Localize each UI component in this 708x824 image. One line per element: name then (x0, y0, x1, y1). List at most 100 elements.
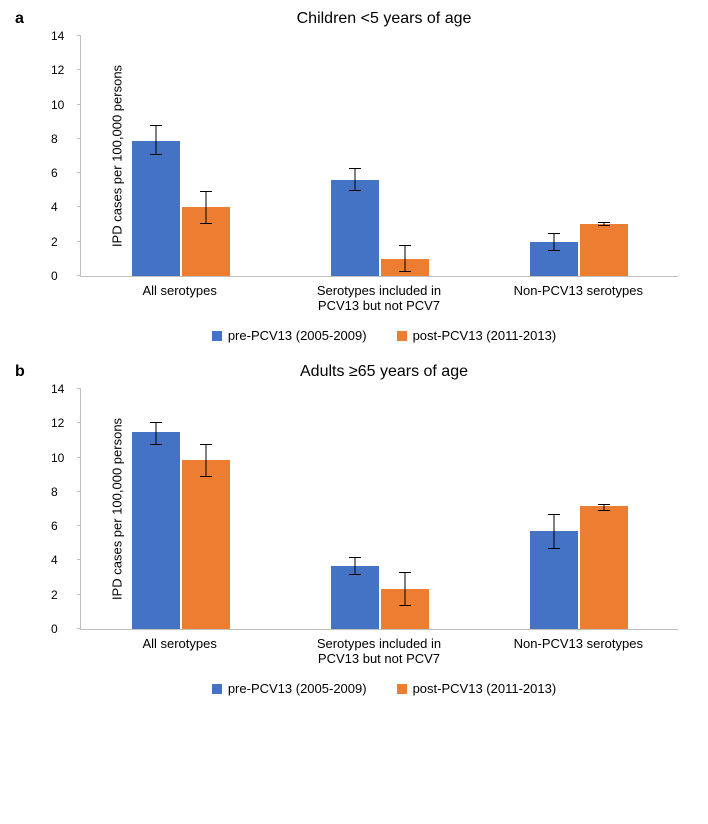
error-cap (200, 444, 212, 445)
error-bar (404, 572, 405, 605)
bar (331, 566, 379, 629)
bar-group (331, 36, 429, 276)
bar (381, 589, 429, 629)
bar (530, 531, 578, 629)
chart-area: IPD cases per 100,000 persons02468101214 (80, 36, 678, 277)
bar (580, 506, 628, 629)
legend: pre-PCV13 (2005-2009) post-PCV13 (2011-20… (70, 328, 698, 343)
legend-swatch (212, 684, 222, 694)
bars-container (81, 36, 678, 276)
bar (182, 207, 230, 276)
error-cap (200, 191, 212, 192)
error-bar (155, 125, 156, 154)
legend-item: pre-PCV13 (2005-2009) (212, 681, 367, 696)
bar (182, 460, 230, 629)
y-tick-label: 0 (51, 622, 58, 636)
error-bar (354, 168, 355, 190)
error-cap (548, 548, 560, 549)
y-tick-label: 8 (51, 485, 58, 499)
chart-area: IPD cases per 100,000 persons02468101214 (80, 389, 678, 630)
chart-panel: a Children <5 years of age IPD cases per 1… (10, 10, 698, 343)
error-cap (399, 245, 411, 246)
y-tick-label: 6 (51, 166, 58, 180)
bar (331, 180, 379, 276)
error-bar (205, 444, 206, 477)
error-cap (548, 514, 560, 515)
error-cap (598, 222, 610, 223)
y-tick-label: 14 (51, 382, 64, 396)
legend-label: pre-PCV13 (2005-2009) (228, 681, 367, 696)
bar (381, 259, 429, 276)
y-tick-label: 10 (51, 98, 64, 112)
y-tick-label: 12 (51, 416, 64, 430)
bar (132, 141, 180, 276)
y-tick-label: 4 (51, 553, 58, 567)
error-cap (150, 154, 162, 155)
x-label: All serotypes (110, 283, 250, 313)
error-cap (598, 510, 610, 511)
bar-group (530, 36, 628, 276)
x-label: Serotypes included in PCV13 but not PCV7 (309, 636, 449, 666)
legend-label: post-PCV13 (2011-2013) (413, 681, 557, 696)
chart-panel: b Adults ≥65 years of age IPD cases per 10… (10, 363, 698, 696)
y-tick-label: 4 (51, 200, 58, 214)
error-cap (349, 190, 361, 191)
error-bar (553, 514, 554, 548)
error-cap (349, 574, 361, 575)
legend-item: post-PCV13 (2011-2013) (397, 328, 557, 343)
panel-label: a (15, 10, 24, 28)
error-bar (155, 422, 156, 444)
panel-label: b (15, 363, 25, 381)
x-labels: All serotypes Serotypes included in PCV13… (80, 283, 678, 313)
error-cap (399, 572, 411, 573)
y-tick-label: 0 (51, 269, 58, 283)
legend-item: post-PCV13 (2011-2013) (397, 681, 557, 696)
error-cap (598, 225, 610, 226)
chart-title: Children <5 years of age (70, 10, 698, 28)
error-cap (150, 444, 162, 445)
legend-swatch (397, 331, 407, 341)
bars-container (81, 389, 678, 629)
legend-swatch (212, 331, 222, 341)
bar (580, 224, 628, 276)
error-bar (404, 245, 405, 271)
error-cap (200, 223, 212, 224)
error-cap (598, 504, 610, 505)
error-bar (553, 233, 554, 250)
x-label: Serotypes included in PCV13 but not PCV7 (309, 283, 449, 313)
error-cap (548, 233, 560, 234)
error-cap (399, 605, 411, 606)
y-tick-label: 6 (51, 519, 58, 533)
bar (530, 242, 578, 276)
y-tick-label: 10 (51, 451, 64, 465)
error-cap (150, 125, 162, 126)
x-label: Non-PCV13 serotypes (508, 636, 648, 666)
legend: pre-PCV13 (2005-2009) post-PCV13 (2011-20… (70, 681, 698, 696)
x-label: Non-PCV13 serotypes (508, 283, 648, 313)
y-tick-label: 14 (51, 29, 64, 43)
bar-group (132, 36, 230, 276)
y-tick-label: 2 (51, 235, 58, 249)
bar-group (331, 389, 429, 629)
legend-item: pre-PCV13 (2005-2009) (212, 328, 367, 343)
legend-label: pre-PCV13 (2005-2009) (228, 328, 367, 343)
error-cap (349, 168, 361, 169)
bar-group (132, 389, 230, 629)
error-cap (399, 271, 411, 272)
legend-swatch (397, 684, 407, 694)
error-cap (200, 476, 212, 477)
y-tick-label: 12 (51, 63, 64, 77)
bar-group (530, 389, 628, 629)
error-bar (205, 191, 206, 223)
legend-label: post-PCV13 (2011-2013) (413, 328, 557, 343)
bar (132, 432, 180, 629)
error-bar (354, 557, 355, 574)
error-cap (349, 557, 361, 558)
error-cap (548, 250, 560, 251)
error-cap (150, 422, 162, 423)
y-tick-label: 2 (51, 588, 58, 602)
x-label: All serotypes (110, 636, 250, 666)
chart-title: Adults ≥65 years of age (70, 363, 698, 381)
y-tick-label: 8 (51, 132, 58, 146)
x-labels: All serotypes Serotypes included in PCV13… (80, 636, 678, 666)
